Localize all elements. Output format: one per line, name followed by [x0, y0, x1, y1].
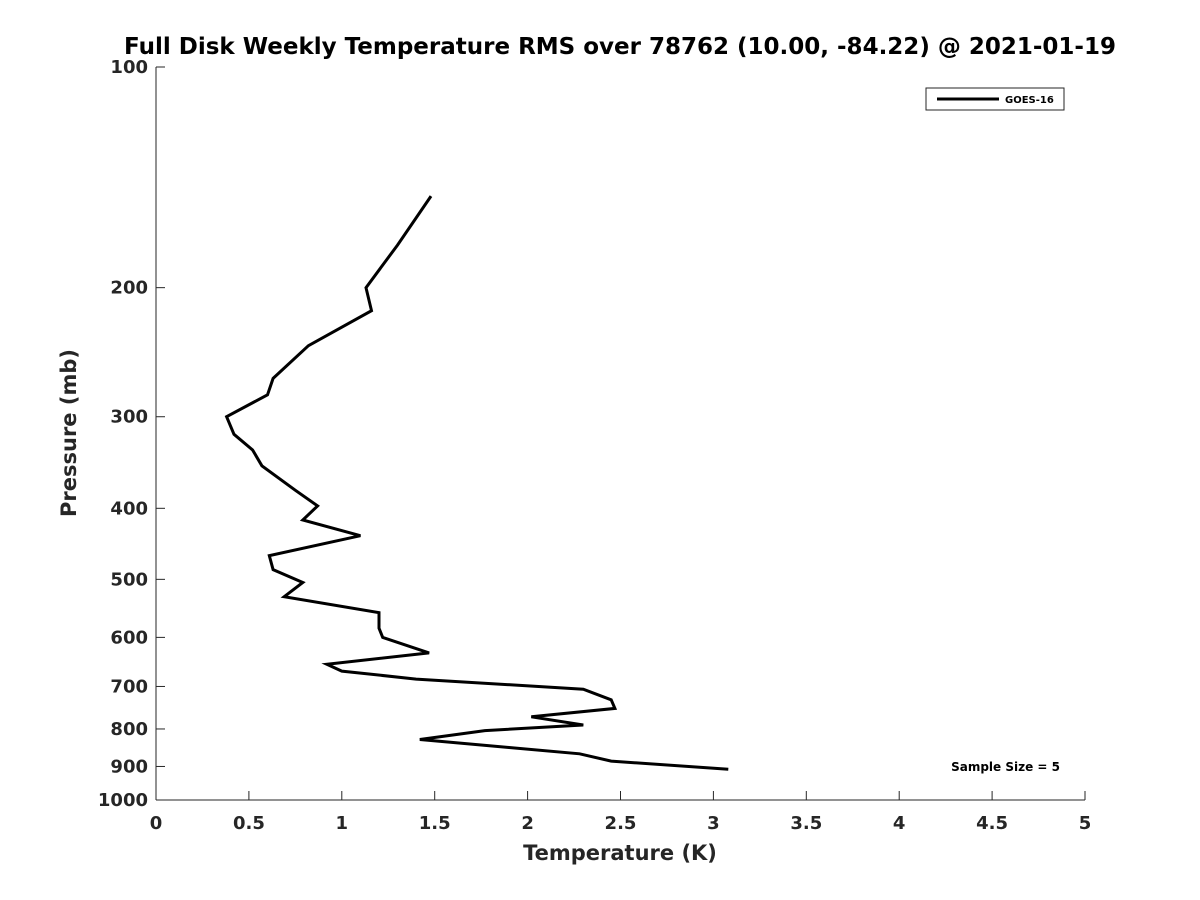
chart-title: Full Disk Weekly Temperature RMS over 78… [124, 34, 1116, 60]
y-tick-label: 900 [110, 756, 148, 777]
x-tick-label: 2 [521, 813, 534, 834]
y-tick-label: 800 [110, 719, 148, 740]
x-tick-label: 5 [1079, 813, 1092, 834]
y-tick-label: 700 [110, 676, 148, 697]
x-tick-label: 3 [707, 813, 720, 834]
y-tick-label: 200 [110, 278, 148, 299]
x-tick-label: 0.5 [233, 813, 265, 834]
y-tick-label: 600 [110, 627, 148, 648]
y-tick-label: 100 [110, 57, 148, 78]
x-ticks: 0 0.5 1 1.5 2 2.5 3 3.5 4 4.5 5 [150, 791, 1092, 834]
y-ticks: 100 200 300 400 500 600 700 800 900 1000 [98, 57, 165, 811]
x-tick-label: 3.5 [790, 813, 822, 834]
x-tick-label: 0 [150, 813, 163, 834]
x-tick-label: 4.5 [976, 813, 1008, 834]
x-tick-label: 1 [336, 813, 349, 834]
sample-size-annotation: Sample Size = 5 [951, 760, 1060, 774]
legend: GOES-16 [925, 87, 1065, 111]
y-axis-label: Pressure (mb) [57, 349, 81, 517]
y-tick-label: 500 [110, 569, 148, 590]
y-tick-label: 400 [110, 498, 148, 519]
y-tick-label: 1000 [98, 790, 148, 811]
x-axis-label: Temperature (K) [523, 841, 717, 865]
plot-area: 0 0.5 1 1.5 2 2.5 3 3.5 4 4.5 5 100 200 300 400 500 600… [98, 57, 1091, 834]
x-tick-label: 4 [893, 813, 906, 834]
legend-label: GOES-16 [1005, 95, 1054, 106]
series-line-goes-16 [224, 195, 729, 771]
x-tick-label: 1.5 [419, 813, 451, 834]
x-tick-label: 2.5 [605, 813, 637, 834]
y-tick-label: 300 [110, 407, 148, 428]
